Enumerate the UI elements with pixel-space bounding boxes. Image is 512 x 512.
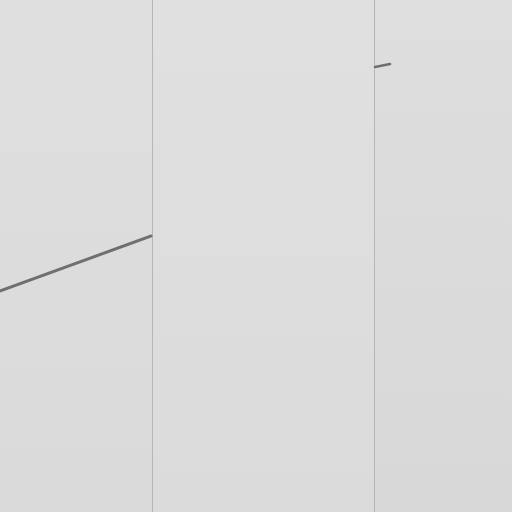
middle-panel xyxy=(153,0,374,512)
right-panel xyxy=(375,0,512,512)
panel-divider-right xyxy=(374,0,375,512)
left-panel xyxy=(0,0,152,512)
panel-divider-left xyxy=(152,0,153,512)
